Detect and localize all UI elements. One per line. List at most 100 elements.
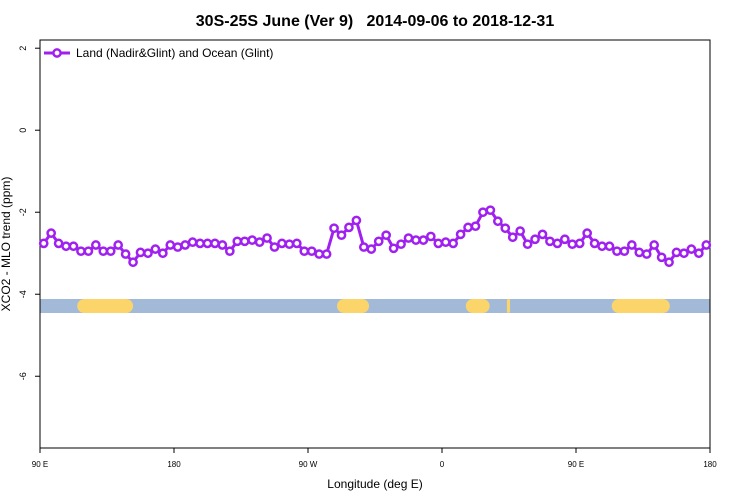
data-point — [537, 229, 548, 240]
data-point — [210, 238, 220, 249]
data-point — [433, 238, 444, 249]
data-point — [597, 241, 607, 252]
y-tick-label: -4 — [18, 290, 28, 298]
y-tick-label: 0 — [18, 128, 28, 133]
ocean-band — [40, 299, 710, 313]
land-segment — [506, 299, 511, 313]
data-point — [53, 238, 64, 249]
x-tick-label: 90 E — [32, 460, 48, 469]
data-point — [492, 216, 503, 227]
data-point — [299, 246, 310, 257]
data-point — [329, 223, 339, 234]
data-point — [314, 249, 325, 259]
x-tick-label: 0 — [440, 460, 445, 469]
data-point — [291, 238, 302, 249]
data-point — [202, 238, 213, 249]
data-point — [165, 240, 176, 250]
data-point — [61, 241, 71, 252]
data-point — [626, 240, 637, 250]
data-point — [373, 236, 384, 247]
data-point — [217, 240, 228, 250]
data-point — [448, 238, 459, 249]
data-point — [358, 242, 369, 252]
land-segment — [611, 299, 670, 313]
data-point — [589, 238, 600, 249]
data-point — [411, 235, 421, 245]
data-point — [455, 229, 466, 240]
x-tick-label: 180 — [703, 460, 717, 469]
data-point — [656, 252, 667, 263]
data-point — [396, 239, 406, 250]
data-point — [321, 249, 332, 259]
data-point — [172, 242, 183, 252]
data-point — [269, 242, 280, 252]
y-tick-label: -6 — [18, 372, 28, 380]
land-segment — [465, 299, 490, 313]
chart-title: 30S-25S June (Ver 9) 2014-09-06 to 2018-… — [196, 13, 555, 30]
land-segment — [337, 299, 370, 313]
data-point — [403, 233, 414, 243]
data-point — [232, 236, 243, 247]
data-point — [470, 221, 481, 232]
data-point — [46, 228, 57, 238]
data-point — [120, 249, 131, 259]
data-point — [574, 238, 585, 249]
y-axis-label: XCO2 - MLO trend (ppm) — [0, 177, 13, 312]
data-point — [128, 257, 138, 268]
data-point — [143, 248, 153, 259]
y-tick-label: -2 — [18, 208, 28, 216]
data-point — [83, 246, 94, 257]
y-tick-label: 2 — [18, 46, 28, 51]
x-tick-label: 180 — [167, 460, 181, 469]
data-point — [619, 246, 630, 257]
data-point — [157, 248, 168, 259]
data-point — [38, 238, 49, 249]
data-point — [478, 207, 488, 218]
data-point — [336, 230, 347, 241]
data-point — [701, 240, 712, 250]
land-segment — [77, 299, 134, 313]
data-point — [418, 235, 429, 245]
data-point — [381, 230, 392, 241]
data-point — [604, 241, 615, 252]
data-point — [693, 248, 704, 259]
data-point — [388, 243, 399, 254]
data-point — [239, 236, 250, 247]
data-point — [559, 234, 570, 245]
data-point — [254, 237, 265, 248]
data-point — [612, 246, 622, 257]
data-point — [76, 246, 86, 257]
data-point — [463, 222, 473, 233]
data-point — [366, 244, 377, 254]
data-point — [262, 233, 272, 243]
data-point — [105, 246, 116, 257]
data-point — [485, 205, 496, 216]
data-point — [552, 238, 563, 249]
data-point — [545, 236, 555, 247]
data-point — [180, 240, 191, 250]
data-point — [641, 249, 652, 259]
x-axis-label: Longitude (deg E) — [327, 477, 422, 491]
x-tick-label: 90 W — [299, 460, 318, 469]
data-point — [686, 244, 697, 254]
data-point — [507, 232, 518, 243]
data-point — [306, 246, 317, 257]
legend-marker — [52, 48, 62, 58]
data-point — [664, 257, 674, 268]
data-point — [68, 241, 79, 252]
data-point — [187, 237, 198, 248]
data-point — [284, 239, 295, 250]
data-point — [582, 228, 593, 238]
data-point — [679, 248, 689, 259]
data-point — [351, 215, 362, 226]
data-point — [224, 246, 235, 257]
data-point — [440, 237, 451, 248]
data-point — [344, 222, 354, 233]
x-tick-label: 90 E — [568, 460, 584, 469]
data-point — [500, 223, 511, 234]
data-point — [195, 238, 205, 249]
legend-label: Land (Nadir&Glint) and Ocean (Glint) — [76, 46, 273, 60]
data-point — [113, 240, 124, 250]
data-point — [522, 239, 533, 250]
